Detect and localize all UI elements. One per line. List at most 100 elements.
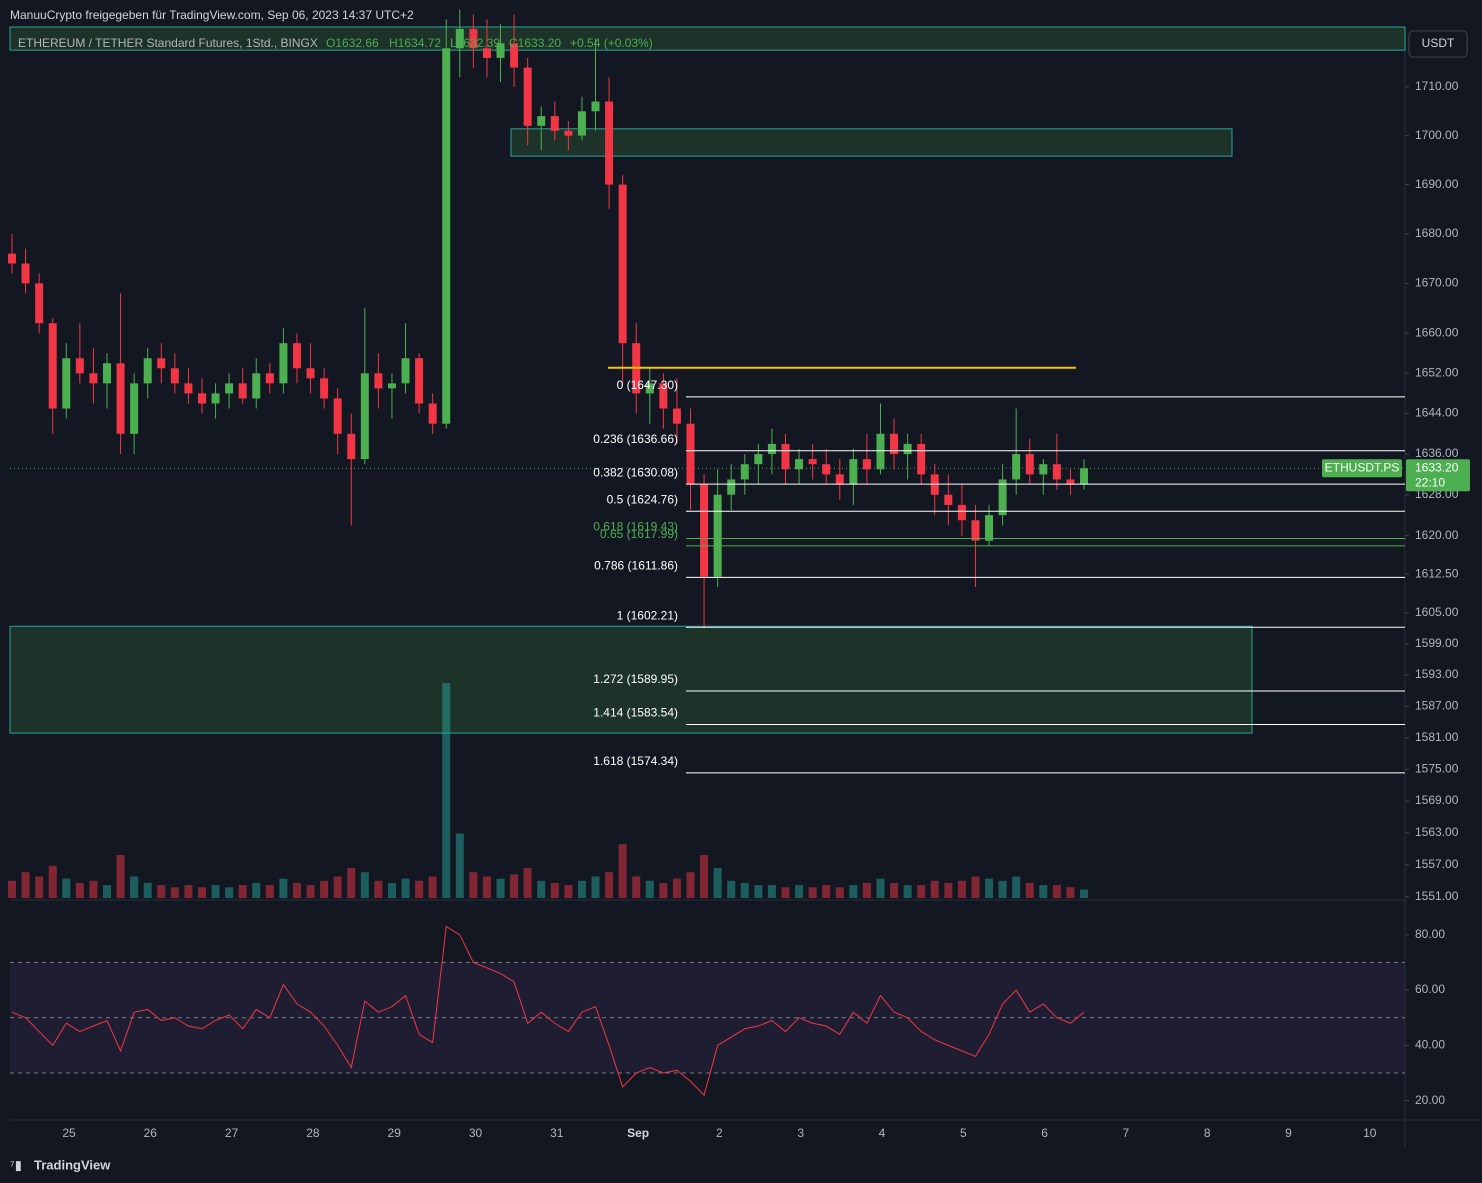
candle-body [170,368,179,384]
candle-body [360,373,369,460]
volume-bar [862,882,871,898]
candle-body [333,398,342,434]
candle-body [455,28,464,49]
y-tick-label: 1551.00 [1415,889,1459,903]
volume-bar [102,885,111,898]
candle-body [62,358,71,409]
currency-box[interactable] [1408,30,1468,58]
candle-body [686,423,695,485]
volume-bar [849,885,858,898]
candle-body [971,520,980,541]
candle-body [225,383,234,394]
y-tick-label: 1575.00 [1415,762,1459,776]
rsi-tick-label: 20.00 [1415,1093,1445,1107]
candle-body [645,383,654,394]
volume-bar [618,844,627,898]
candle-body [781,443,790,470]
volume-bar [347,867,356,898]
volume-bar [35,876,44,898]
candle-body [537,116,546,126]
y-tick-label: 1605.00 [1415,605,1459,619]
volume-bar [211,885,220,898]
candle-body [672,408,681,424]
x-tick-label: 28 [306,1126,320,1140]
volume-bar [835,887,844,898]
volume-bar [1012,876,1021,898]
candle-body [428,403,437,424]
candle-body [292,343,301,369]
volume-bar [930,880,939,898]
candle-body [48,323,57,409]
x-tick-label: 27 [225,1126,239,1140]
candle-body [442,48,451,424]
volume-bar [917,885,926,898]
candle-body [713,494,722,577]
volume-bar [632,876,641,898]
fib-label: 1.618 (1574.34) [593,754,678,768]
legend-close: C1633.20 [509,36,561,50]
volume-bar [184,885,193,898]
candle-body [130,383,139,434]
volume-bar [998,880,1007,898]
legend: ETHEREUM / TETHER Standard Futures, 1Std… [18,36,653,50]
candle-body [347,433,356,460]
currency[interactable]: USDT [1422,36,1455,50]
volume-bar [157,885,166,898]
volume-bar [374,880,383,898]
candle-body [1039,464,1048,475]
legend-open: O1632.66 [326,36,379,50]
volume-bar [700,855,709,898]
candle-body [8,253,16,264]
volume-bar [143,882,152,898]
candle-body [727,479,736,495]
volume-bar [659,882,668,898]
candle-body [387,383,396,389]
volume-bar [428,876,437,898]
symbol-tag [1322,459,1402,478]
volume-bar [279,878,288,898]
fib-label: 1 (1602.21) [617,608,678,622]
volume-bar [1052,885,1061,898]
volume-bar [537,880,546,898]
legend-change: +0.54 (+0.03%) [570,36,653,50]
fib-label: 0.618 (1619.43) [593,520,678,534]
candle-body [1052,464,1061,480]
header: ManuuCrypto freigegeben für TradingView.… [10,8,414,22]
price-tag [1406,459,1470,492]
legend-high: H1634.72 [389,36,441,50]
volume-bar [822,885,831,898]
volume-bar [591,876,600,898]
candle-body [1025,454,1034,475]
candle-body [876,433,885,470]
volume-bar [795,885,804,898]
y-tick-label: 1700.00 [1415,128,1459,142]
volume-bar [482,876,491,898]
y-tick-label: 1593.00 [1415,667,1459,681]
x-tick-label: 2 [716,1126,723,1140]
volume-bar [523,867,532,898]
currency-button[interactable]: USDT [1408,30,1468,58]
y-tick-label: 1660.00 [1415,325,1459,339]
candle-body [482,48,491,58]
fib-label: 1.414 (1583.54) [593,706,678,720]
volume-bar [320,880,329,898]
volume-bar [387,882,396,898]
candle-body [1066,479,1075,485]
candle-body [401,358,410,384]
fib-label: 0.65 (1617.99) [600,527,678,541]
volume-bar [550,882,559,898]
candle-body [75,358,84,374]
candle-body [890,433,899,455]
y-tick-label: 1710.00 [1415,79,1459,93]
candle-body [998,479,1007,516]
volume-bar [1039,885,1048,898]
candle-body [1012,454,1021,480]
volume-bar [1025,882,1034,898]
volume-bar [48,865,57,898]
x-tick-label: 26 [144,1126,158,1140]
volume-bar [116,855,125,898]
footer[interactable]: TradingView [34,1157,111,1172]
candle-body [862,459,871,470]
